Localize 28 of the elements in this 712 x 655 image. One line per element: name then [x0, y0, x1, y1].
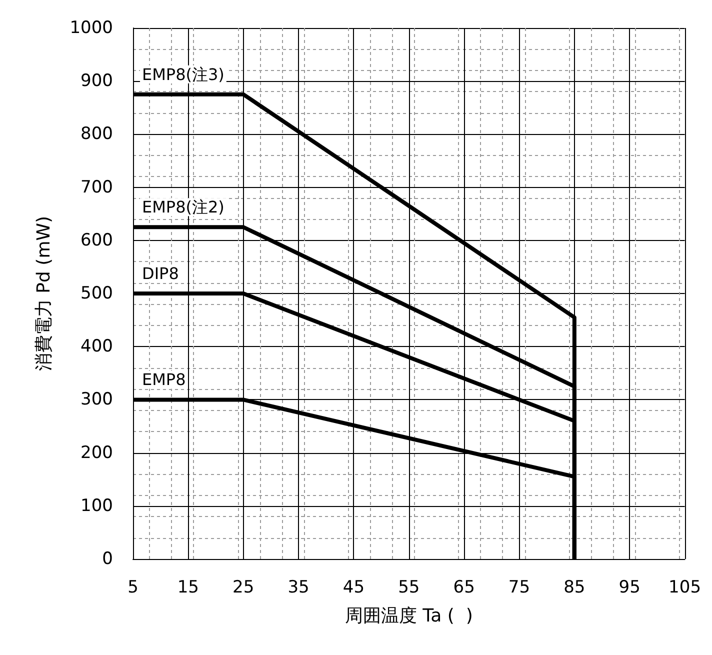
x-tick-label: 65: [453, 578, 475, 598]
x-tick-label: 55: [398, 578, 420, 598]
y-tick-label: 300: [80, 390, 113, 410]
x-axis-title: 周囲温度 Ta ( ): [344, 606, 473, 626]
y-tick-label: 800: [80, 124, 113, 144]
y-tick-label: 900: [80, 71, 113, 92]
series-label: EMP8: [142, 370, 186, 390]
x-tick-label: 25: [232, 578, 254, 598]
x-tick-label: 75: [508, 578, 530, 598]
y-axis-title: 消費電力 Pd (mW): [34, 216, 54, 372]
series-label: DIP8: [142, 264, 179, 283]
x-tick-label: 15: [177, 578, 199, 598]
x-tick-label: 5: [128, 578, 138, 598]
y-tick-label: 0: [102, 549, 113, 569]
y-tick-label: 400: [80, 336, 113, 357]
y-tick-label: 600: [80, 230, 113, 250]
y-tick-label: 1000: [70, 18, 113, 38]
x-tick-label: 35: [288, 578, 310, 598]
series-label: EMP8(注3): [142, 64, 224, 84]
x-tick-label: 105: [668, 578, 702, 598]
x-tick-label: 45: [342, 578, 365, 598]
y-tick-label: 200: [80, 442, 113, 463]
x-tick-label: 95: [618, 578, 640, 598]
y-tick-label: 500: [80, 284, 113, 304]
y-tick-label: 100: [80, 496, 113, 516]
series-label: EMP8(注2): [142, 198, 224, 217]
x-tick-label: 85: [564, 578, 586, 598]
y-tick-label: 700: [80, 177, 113, 198]
